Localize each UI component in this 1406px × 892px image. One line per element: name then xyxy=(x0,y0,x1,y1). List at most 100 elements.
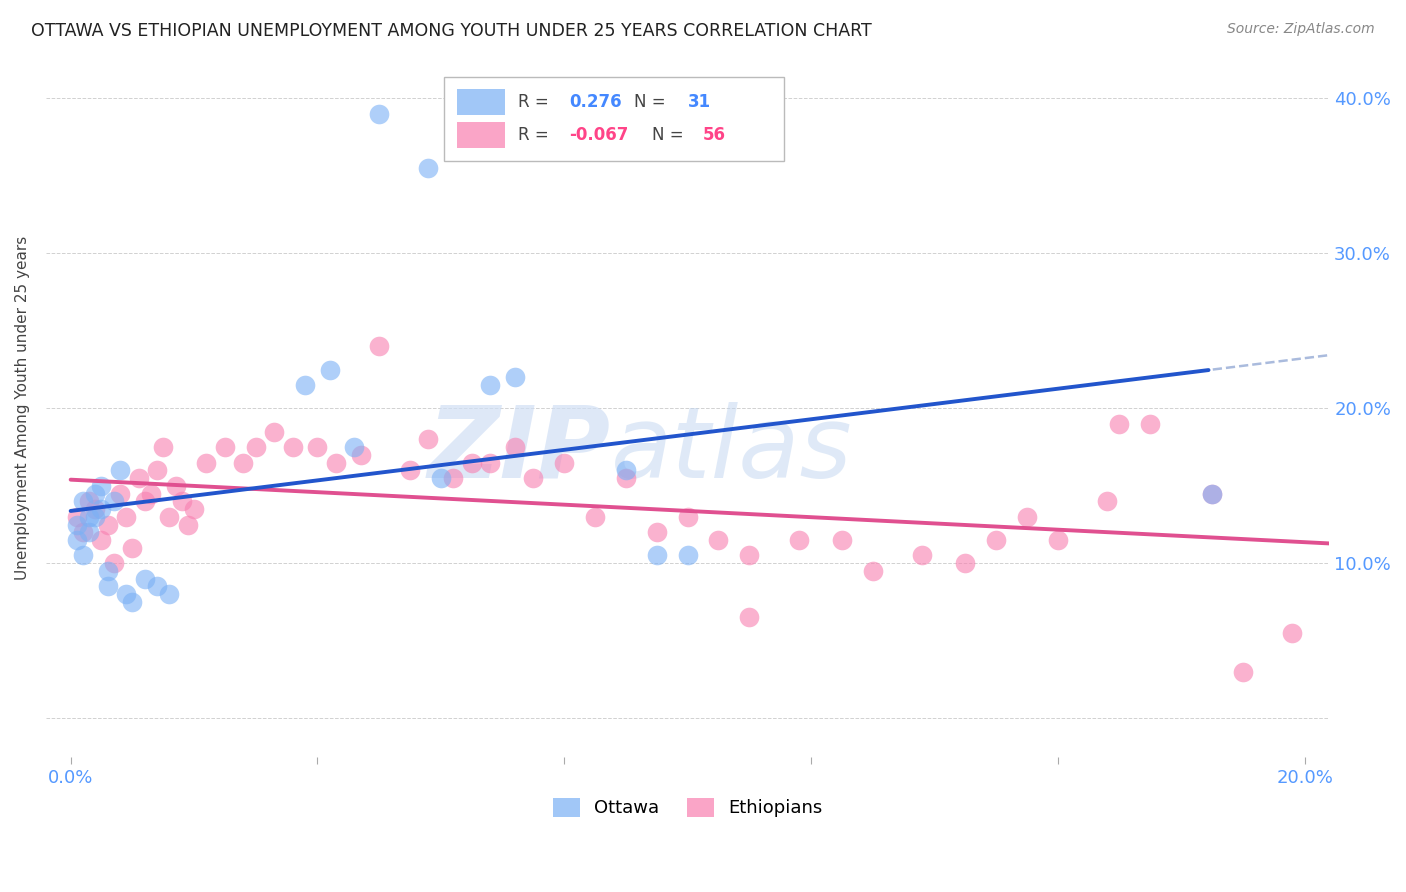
Text: OTTAWA VS ETHIOPIAN UNEMPLOYMENT AMONG YOUTH UNDER 25 YEARS CORRELATION CHART: OTTAWA VS ETHIOPIAN UNEMPLOYMENT AMONG Y… xyxy=(31,22,872,40)
Point xyxy=(66,509,89,524)
Point xyxy=(90,502,112,516)
Point xyxy=(84,502,107,516)
Point xyxy=(232,456,254,470)
Point xyxy=(146,580,169,594)
Point xyxy=(183,502,205,516)
Text: N =: N = xyxy=(652,126,683,144)
Point xyxy=(128,471,150,485)
Point xyxy=(460,456,482,470)
Point xyxy=(77,525,100,540)
Point xyxy=(1108,417,1130,431)
Point xyxy=(177,517,200,532)
Point xyxy=(90,533,112,547)
Point xyxy=(157,509,180,524)
Point xyxy=(1015,509,1038,524)
Point xyxy=(430,471,453,485)
Point xyxy=(441,471,464,485)
Point xyxy=(676,509,699,524)
Text: -0.067: -0.067 xyxy=(569,126,628,144)
Bar xyxy=(457,89,505,115)
Point xyxy=(349,448,371,462)
Point xyxy=(66,533,89,547)
Point xyxy=(134,494,156,508)
Text: R =: R = xyxy=(519,126,548,144)
Point xyxy=(325,456,347,470)
Point xyxy=(707,533,730,547)
Point xyxy=(787,533,810,547)
Point xyxy=(614,471,637,485)
Point xyxy=(399,463,422,477)
Point xyxy=(170,494,193,508)
Point xyxy=(368,107,391,121)
Point xyxy=(66,517,89,532)
Point xyxy=(146,463,169,477)
Point xyxy=(115,587,138,601)
Point xyxy=(738,610,761,624)
Point xyxy=(955,556,977,570)
FancyBboxPatch shape xyxy=(444,77,785,161)
Point xyxy=(1281,626,1303,640)
Point xyxy=(263,425,285,439)
Point xyxy=(583,509,606,524)
Point xyxy=(645,525,668,540)
Point xyxy=(97,517,120,532)
Point xyxy=(165,479,187,493)
Point xyxy=(503,440,526,454)
Point xyxy=(1201,486,1223,500)
Point xyxy=(108,486,131,500)
Text: N =: N = xyxy=(634,93,665,112)
Point xyxy=(84,486,107,500)
Point xyxy=(157,587,180,601)
Point xyxy=(676,549,699,563)
Point xyxy=(319,362,342,376)
Point xyxy=(1232,665,1254,679)
Point xyxy=(479,456,502,470)
Point xyxy=(614,463,637,477)
Legend: Ottawa, Ethiopians: Ottawa, Ethiopians xyxy=(546,791,830,824)
Point xyxy=(72,525,94,540)
Point xyxy=(862,564,884,578)
Point xyxy=(553,456,575,470)
Point xyxy=(307,440,329,454)
Point xyxy=(281,440,304,454)
Text: 0.276: 0.276 xyxy=(569,93,623,112)
Point xyxy=(1139,417,1161,431)
Point xyxy=(911,549,934,563)
Text: Source: ZipAtlas.com: Source: ZipAtlas.com xyxy=(1227,22,1375,37)
Point xyxy=(77,509,100,524)
Point xyxy=(984,533,1007,547)
Point xyxy=(90,479,112,493)
Point xyxy=(121,595,143,609)
Text: atlas: atlas xyxy=(610,401,852,499)
Point xyxy=(503,370,526,384)
Point xyxy=(72,494,94,508)
Point xyxy=(195,456,218,470)
Point xyxy=(134,572,156,586)
Point xyxy=(77,494,100,508)
Point xyxy=(1201,486,1223,500)
Point xyxy=(1095,494,1118,508)
Point xyxy=(479,378,502,392)
Point xyxy=(418,161,440,175)
Point xyxy=(103,556,125,570)
Point xyxy=(245,440,267,454)
Point xyxy=(831,533,853,547)
Point xyxy=(1046,533,1069,547)
Text: 56: 56 xyxy=(703,126,725,144)
Point xyxy=(97,564,120,578)
Point xyxy=(343,440,366,454)
Bar xyxy=(457,121,505,148)
Point xyxy=(84,509,107,524)
Point xyxy=(97,580,120,594)
Point xyxy=(738,549,761,563)
Point xyxy=(522,471,544,485)
Point xyxy=(645,549,668,563)
Point xyxy=(368,339,391,353)
Point xyxy=(152,440,174,454)
Point xyxy=(103,494,125,508)
Y-axis label: Unemployment Among Youth under 25 years: Unemployment Among Youth under 25 years xyxy=(15,236,30,581)
Point xyxy=(294,378,316,392)
Text: 31: 31 xyxy=(688,93,711,112)
Text: ZIP: ZIP xyxy=(427,401,610,499)
Point xyxy=(418,432,440,446)
